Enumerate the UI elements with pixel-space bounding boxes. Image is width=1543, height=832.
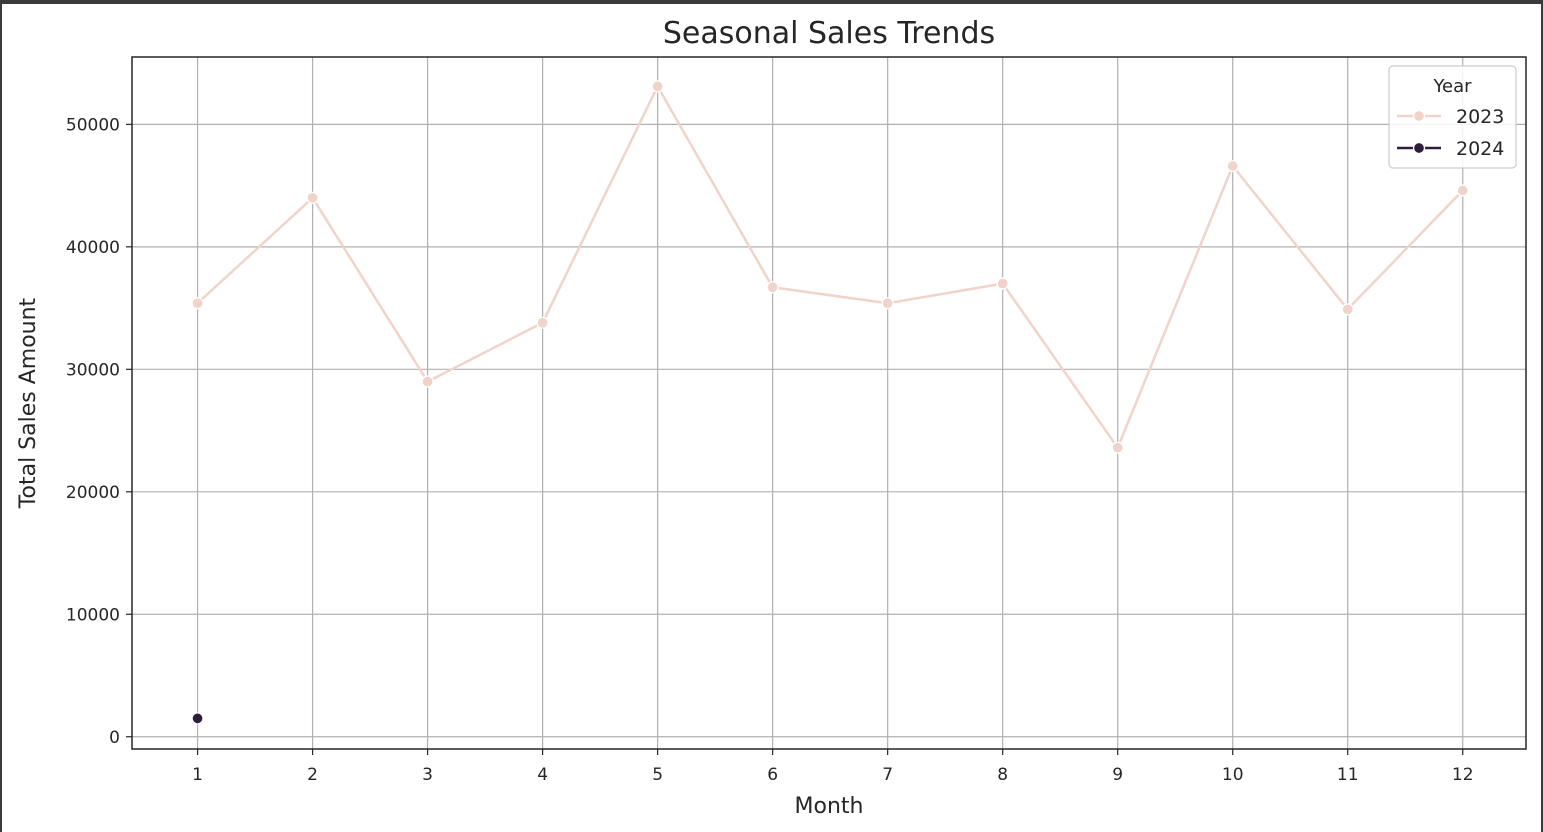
series-layer: [191, 80, 1469, 725]
x-tick-label: 4: [537, 765, 548, 785]
x-tick-label: 3: [422, 765, 433, 785]
axis-ticks: 1 2 3 4 5 6 7 8 9 10 11 120100002000030000400005000…: [66, 115, 1474, 785]
x-tick-label: 6: [767, 765, 778, 785]
x-tick-label: 1: [192, 765, 203, 785]
data-point-2024: [191, 712, 204, 725]
y-tick-label: 10000: [66, 605, 120, 625]
data-point-2023: [306, 191, 319, 204]
x-tick-label: 12: [1452, 765, 1474, 785]
data-point-2023: [1226, 159, 1239, 173]
x-tick-label: 2: [307, 765, 318, 785]
grid-lines: [132, 57, 1526, 749]
legend-entry-label: 2024: [1456, 138, 1504, 160]
y-tick-label: 30000: [66, 360, 120, 380]
legend-swatch-marker: [1412, 109, 1426, 123]
x-tick-label: 11: [1337, 765, 1359, 785]
x-axis-label: Month: [795, 794, 864, 819]
data-point-2023: [536, 316, 549, 329]
data-point-2023: [766, 281, 779, 294]
y-axis-label: Total Sales Amount: [16, 297, 41, 509]
legend-swatch-marker: [1412, 141, 1426, 155]
data-point-2023: [1111, 441, 1124, 454]
x-tick-label: 9: [1112, 765, 1123, 785]
y-tick-label: 40000: [66, 238, 120, 258]
chart-title: Seasonal Sales Trends: [663, 16, 995, 51]
plot-area-frame: [131, 56, 1527, 750]
legend-title: Year: [1432, 76, 1472, 97]
x-tick-label: 10: [1222, 765, 1244, 785]
data-point-2023: [651, 80, 664, 93]
legend-entry-label: 2023: [1456, 106, 1504, 128]
x-tick-label: 8: [997, 765, 1008, 785]
y-tick-label: 20000: [66, 483, 120, 503]
y-tick-label: 0: [109, 728, 120, 748]
data-point-2023: [1341, 303, 1354, 316]
data-point-2023: [421, 375, 434, 388]
data-point-2023: [191, 297, 204, 310]
data-point-2023: [881, 297, 894, 310]
y-tick-label: 50000: [66, 115, 120, 135]
series-line-2023: [196, 85, 1464, 449]
data-point-2023: [996, 277, 1009, 290]
legend: Year 2023 2024: [1388, 65, 1517, 169]
x-tick-label: 7: [882, 765, 893, 785]
data-point-2023: [1456, 184, 1469, 197]
x-tick-label: 5: [652, 765, 663, 785]
